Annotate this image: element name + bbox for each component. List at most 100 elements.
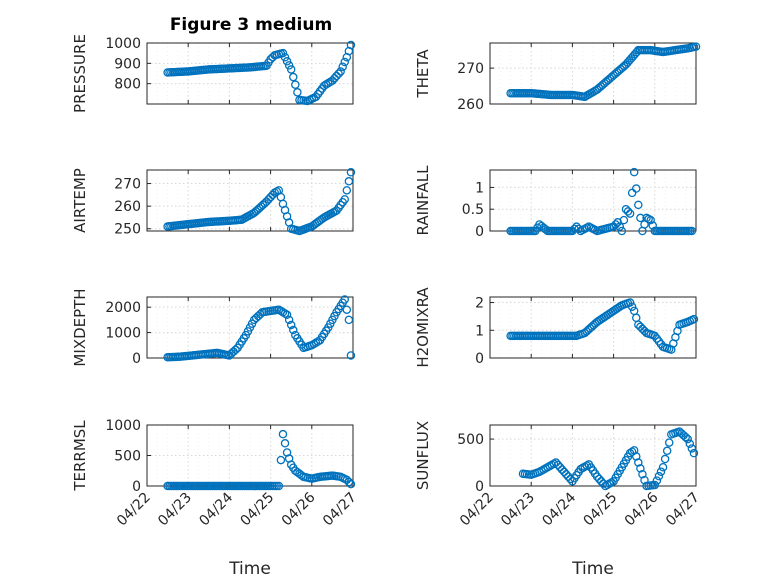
x-tick-label: 04/23 <box>155 490 195 530</box>
y-tick-label: 900 <box>114 56 141 72</box>
subplot-7: 04/22 04/23 04/24 04/25 04/26 04/27 0 500 1000 TE… <box>71 418 360 579</box>
data-point <box>346 168 356 177</box>
data-point <box>646 215 655 225</box>
data-point <box>344 477 354 487</box>
x-tick-label: 04/26 <box>622 489 662 529</box>
x-tick-label: 04/26 <box>279 489 319 529</box>
data-point <box>346 479 356 489</box>
data-point <box>280 309 290 318</box>
data-point <box>636 213 645 223</box>
data-point <box>342 305 352 314</box>
data-point <box>282 310 292 320</box>
data-point <box>342 186 352 195</box>
data-point <box>566 474 575 484</box>
data-point <box>625 209 635 218</box>
x-axis-label: Time <box>571 559 614 579</box>
data-point <box>278 307 288 317</box>
x-tick-label: 04/23 <box>498 490 538 530</box>
data-point <box>640 475 649 485</box>
y-axis-label: TERRMSL <box>71 420 89 492</box>
data-point <box>599 479 608 488</box>
y-tick-label: 1000 <box>105 36 141 52</box>
data-point <box>346 351 356 360</box>
y-tick-label: 800 <box>114 77 141 93</box>
data-point <box>278 48 288 58</box>
data-point <box>596 477 606 486</box>
subplot-6: 0 1 2 H2OMIXRA <box>414 287 699 368</box>
axes-box <box>146 42 354 105</box>
data-point <box>321 80 331 89</box>
data-point <box>284 315 294 325</box>
data-point <box>683 434 693 444</box>
y-tick-label: 260 <box>114 199 141 215</box>
y-tick-label: 0 <box>132 351 141 367</box>
data-point <box>280 439 290 448</box>
data-point <box>274 481 284 491</box>
data-point <box>319 81 329 90</box>
y-axis-label: SUNFLUX <box>414 421 432 490</box>
plot-area <box>489 169 697 232</box>
data-point <box>638 470 647 479</box>
x-axis-label: Time <box>228 559 271 579</box>
data-point <box>629 167 639 177</box>
data-point <box>619 215 629 225</box>
y-tick-label: 1000 <box>105 418 141 434</box>
axes-box <box>146 296 354 359</box>
y-tick-label: 1 <box>475 180 484 196</box>
data-point <box>340 295 350 304</box>
subplot-2: 260 270 THETA <box>414 42 701 113</box>
data-point <box>650 480 660 490</box>
axes-box <box>146 169 354 232</box>
x-tick-label: 04/27 <box>320 490 360 530</box>
y-tick-label: 500 <box>457 432 484 448</box>
axes-box <box>489 42 697 105</box>
x-tick-label: 04/24 <box>196 489 236 529</box>
data-point <box>660 454 670 464</box>
data-point <box>340 57 350 67</box>
data-point <box>564 472 573 481</box>
data-point <box>276 455 286 465</box>
data-point <box>293 88 302 97</box>
data-point <box>284 61 294 70</box>
data-point <box>346 40 356 50</box>
data-point <box>561 470 571 479</box>
data-point <box>594 474 604 484</box>
subplot-3: 250 260 270 AIRTEMP <box>71 168 356 238</box>
x-tick-label: 04/22 <box>457 490 497 530</box>
subplot-5: 0 1000 2000 MIXDEPTH <box>71 288 356 367</box>
data-point <box>291 80 300 89</box>
data-point <box>340 195 350 204</box>
data-point <box>615 222 625 231</box>
data-point <box>278 429 288 439</box>
data-point <box>334 69 343 79</box>
y-tick-label: 1 <box>475 323 484 339</box>
y-axis-label: RAINFALL <box>414 165 432 236</box>
data-point <box>344 315 354 325</box>
plot-area <box>146 296 354 359</box>
y-tick-label: 0 <box>475 351 484 367</box>
y-axis-label: PRESSURE <box>71 34 89 113</box>
data-point <box>557 465 567 474</box>
y-tick-label: 1000 <box>105 326 141 342</box>
data-point <box>280 52 290 62</box>
data-point <box>687 444 697 453</box>
data-point <box>687 226 697 236</box>
y-tick-label: 0 <box>132 479 141 495</box>
data-point <box>689 448 699 458</box>
axes-box <box>489 296 697 359</box>
data-point <box>324 78 333 88</box>
data-point <box>617 226 627 236</box>
data-point <box>634 200 643 210</box>
data-point <box>286 320 296 330</box>
data-point <box>555 462 565 472</box>
data-point <box>559 467 569 477</box>
data-point <box>311 338 321 347</box>
data-point <box>336 67 345 76</box>
data-point <box>656 467 666 476</box>
y-axis-label: THETA <box>414 49 432 99</box>
axes-box <box>489 424 697 487</box>
data-point <box>662 446 672 456</box>
data-point <box>636 464 645 473</box>
data-point <box>658 462 668 472</box>
